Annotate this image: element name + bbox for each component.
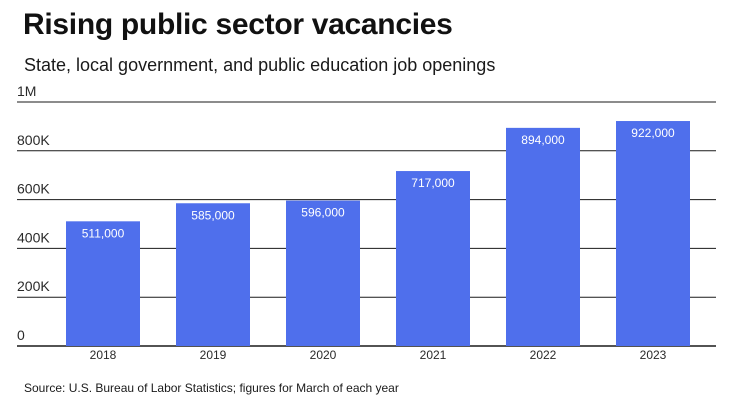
bar-data-label: 922,000 xyxy=(631,126,675,140)
x-tick-label: 2021 xyxy=(420,348,447,362)
bar-data-label: 585,000 xyxy=(191,208,235,222)
x-axis-tick-labels: 2018 2019 2020 2021 2022 2023 xyxy=(90,348,667,362)
bar xyxy=(506,127,580,346)
chart-subtitle: State, local government, and public educ… xyxy=(24,55,496,75)
x-tick-label: 2023 xyxy=(640,348,667,362)
y-tick-label: 0 xyxy=(17,327,25,343)
y-tick-label: 800K xyxy=(17,132,50,148)
bar xyxy=(616,121,690,346)
bar-data-label: 894,000 xyxy=(521,133,565,147)
x-tick-label: 2018 xyxy=(90,348,117,362)
bar xyxy=(396,171,470,346)
bar-data-label: 717,000 xyxy=(411,176,455,190)
source-note: Source: U.S. Bureau of Labor Statistics;… xyxy=(24,381,399,395)
chart-title: Rising public sector vacancies xyxy=(23,8,453,41)
bars xyxy=(66,121,690,346)
bar xyxy=(176,203,250,346)
y-tick-label: 600K xyxy=(17,181,50,197)
y-axis-tick-labels: 0 200K 400K 600K 800K 1M xyxy=(17,83,50,343)
y-tick-label: 200K xyxy=(17,278,50,294)
gridlines xyxy=(17,101,716,347)
x-tick-label: 2020 xyxy=(310,348,337,362)
bar xyxy=(66,221,140,346)
bar-data-label: 596,000 xyxy=(301,206,345,220)
y-tick-label: 1M xyxy=(17,83,36,99)
bar-data-label: 511,000 xyxy=(82,226,125,240)
bar xyxy=(286,200,360,346)
x-tick-label: 2022 xyxy=(530,348,557,362)
x-tick-label: 2019 xyxy=(200,348,227,362)
y-tick-label: 400K xyxy=(17,229,50,245)
bar-data-labels: 511,000 585,000 596,000 717,000 894,000 922,0… xyxy=(82,126,675,240)
